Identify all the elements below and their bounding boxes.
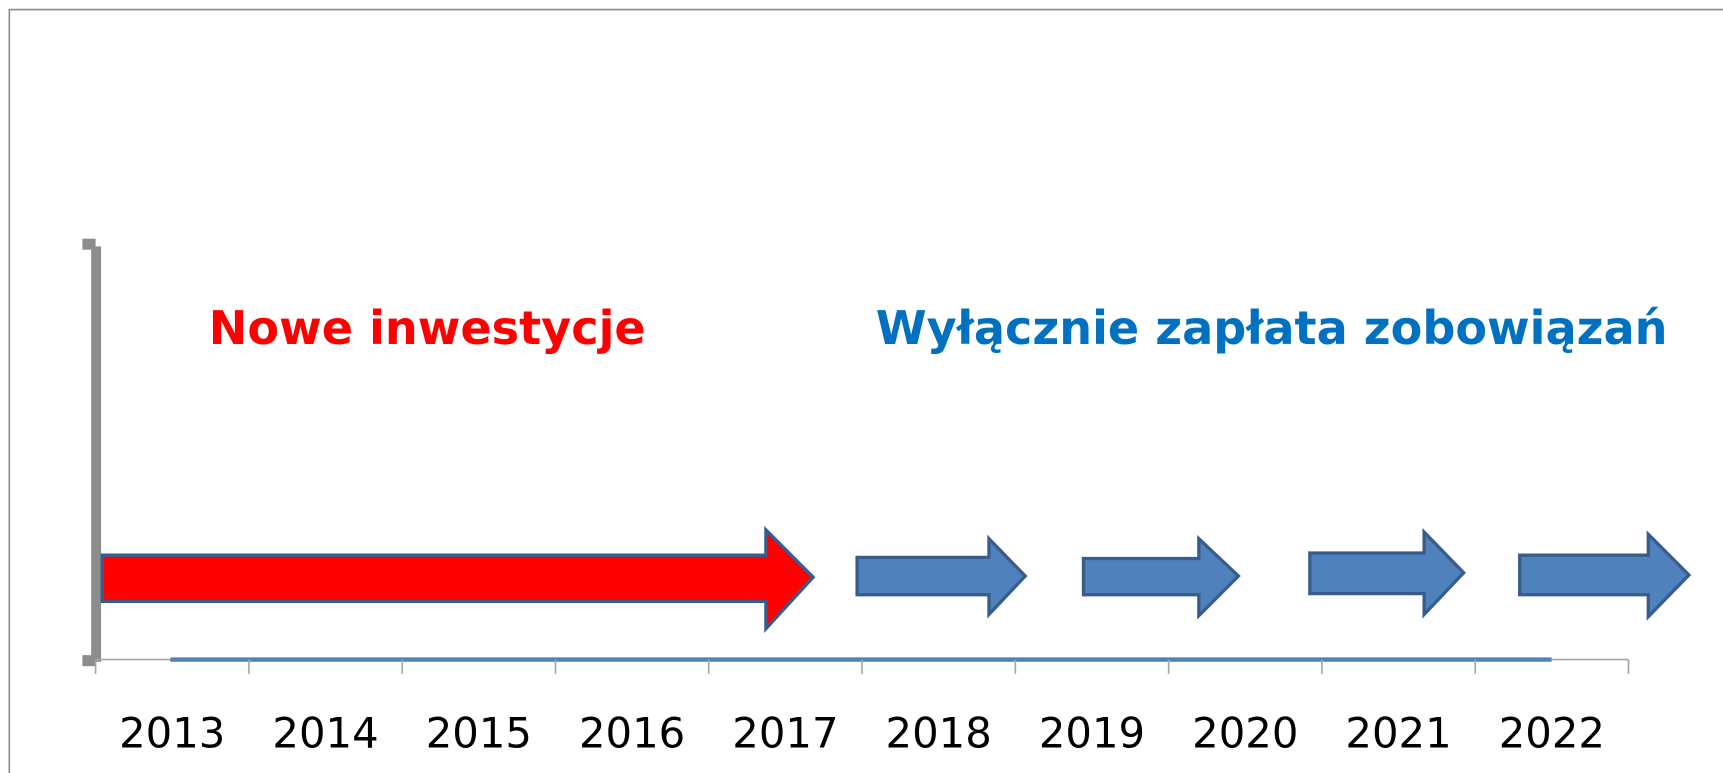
year-label: 2022 [1499, 708, 1605, 757]
blue-arrow [1308, 528, 1466, 619]
year-label: 2019 [1039, 708, 1145, 757]
blue-arrow [855, 534, 1028, 619]
right-label: Wyłącznie zapłata zobowiązań [876, 301, 1668, 355]
left-label: Nowe inwestycje [209, 301, 646, 355]
blue-arrow [1518, 530, 1692, 621]
year-label: 2017 [732, 708, 838, 757]
vertical-bar [91, 246, 102, 662]
year-label: 2015 [426, 708, 532, 757]
frame [8, 8, 1723, 773]
year-label: 2016 [579, 708, 685, 757]
blue-arrow [1081, 534, 1241, 620]
year-label: 2021 [1345, 708, 1451, 757]
year-label: 2013 [119, 708, 225, 757]
year-label: 2014 [272, 708, 378, 757]
year-label: 2018 [886, 708, 992, 757]
red-arrow [100, 525, 816, 634]
bar-cap [82, 655, 96, 667]
bar-cap [82, 238, 96, 250]
year-label: 2020 [1192, 708, 1298, 757]
